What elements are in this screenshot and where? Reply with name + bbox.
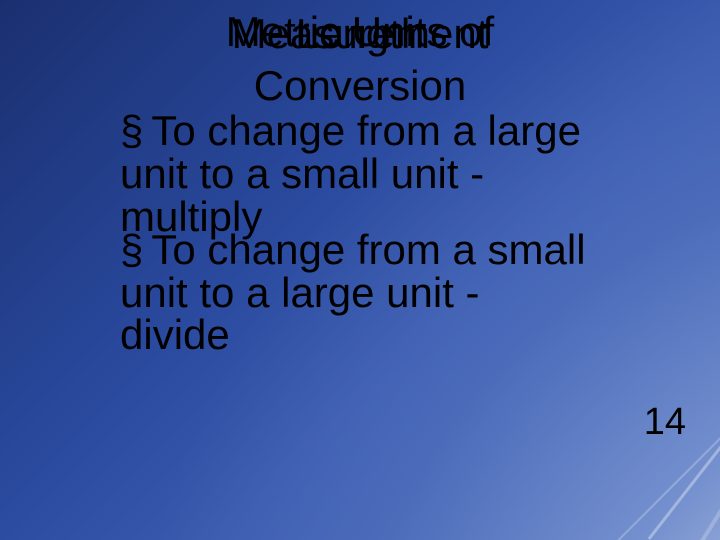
bullet-marker: § [120, 229, 143, 272]
light-ray-decoration [599, 64, 720, 540]
subtitle-conversion: Conversion [120, 64, 600, 108]
subtitle-length: Length [120, 12, 600, 56]
bullet-text: To change from a large unit to a small u… [120, 107, 581, 240]
bullet-item: §To change from a small unit to a large … [120, 229, 600, 357]
slide: Metric Units of Measurement Length Conve… [0, 0, 720, 540]
content-area: Metric Units of Measurement Length Conve… [120, 10, 600, 357]
subtitle-overlap: Measurement Length [120, 12, 600, 60]
bullet-text: To change from a small unit to a large u… [120, 226, 586, 359]
bullet-item: §To change from a large unit to a small … [120, 110, 600, 238]
bullet-marker: § [120, 110, 143, 153]
page-number: 14 [644, 401, 686, 444]
light-ray-decoration [648, 0, 720, 540]
light-ray-decoration [677, 0, 720, 540]
bullet-list: §To change from a large unit to a small … [120, 110, 600, 357]
